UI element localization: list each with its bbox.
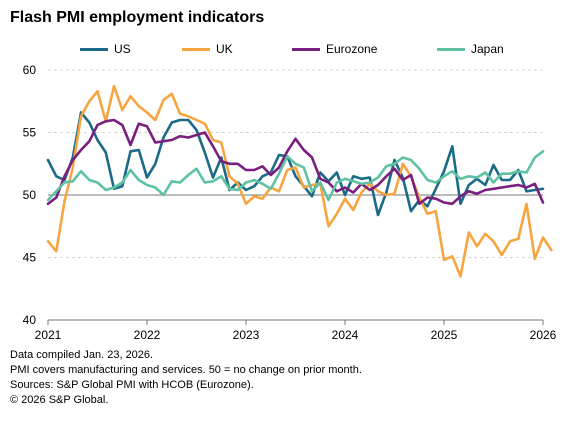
x-tick-label-2022: 2022 <box>134 328 161 342</box>
legend-item-japan: Japan <box>437 41 504 57</box>
series-line-japan <box>46 150 545 202</box>
series-line-eurozone <box>46 118 545 206</box>
legend-label-japan: Japan <box>471 42 504 56</box>
y-tick-label-55: 55 <box>23 126 37 140</box>
y-tick-label-50: 50 <box>23 188 37 202</box>
legend-item-uk: UK <box>182 41 233 57</box>
legend-label-uk: UK <box>216 42 233 56</box>
chart-title: Flash PMI employment indicators <box>10 9 265 26</box>
y-tick-label-45: 45 <box>23 251 37 265</box>
footnotes: Data compiled Jan. 23, 2026. PMI covers … <box>10 348 362 408</box>
footnote-copyright: © 2026 S&P Global. <box>10 394 109 406</box>
x-tick-label-2026: 2026 <box>530 328 557 342</box>
y-tick-label-60: 60 <box>23 63 37 77</box>
x-tick-label-2024: 2024 <box>332 328 359 342</box>
footnote-coverage: PMI covers manufacturing and services. 5… <box>10 364 362 376</box>
line-chart: 40 45 50 55 60 2021 2022 2023 2024 2025 2026 <box>23 63 557 342</box>
series-line-uk <box>46 84 553 278</box>
footnote-compiled: Data compiled Jan. 23, 2026. <box>10 349 154 361</box>
footnote-sources: Sources: S&P Global PMI with HCOB (Euroz… <box>10 379 254 391</box>
x-tick-label-2025: 2025 <box>431 328 458 342</box>
legend-label-eurozone: Eurozone <box>326 42 378 56</box>
y-tick-label-40: 40 <box>23 313 37 327</box>
legend: US UK Eurozone Japan <box>0 41 575 57</box>
series-line-us <box>46 111 545 217</box>
x-tick-label-2021: 2021 <box>35 328 62 342</box>
legend-swatch-japan <box>437 47 465 51</box>
legend-item-us: US <box>80 41 131 57</box>
legend-swatch-eurozone <box>292 47 320 51</box>
legend-item-eurozone: Eurozone <box>292 41 377 57</box>
legend-label-us: US <box>114 42 131 56</box>
legend-swatch-uk <box>182 47 210 51</box>
x-tick-label-2023: 2023 <box>233 328 260 342</box>
legend-swatch-us <box>80 47 108 51</box>
